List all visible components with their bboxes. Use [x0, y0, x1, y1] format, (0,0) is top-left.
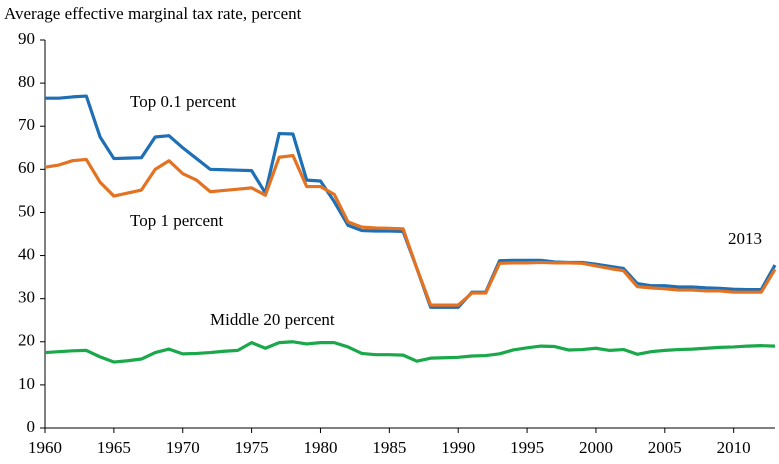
series-line — [44, 153, 777, 307]
x-tick-label: 1965 — [97, 438, 131, 457]
series-label: Middle 20 percent — [210, 310, 335, 329]
y-tick-label: 90 — [18, 29, 35, 48]
y-tick-label: 20 — [18, 331, 35, 350]
x-tick-label: 2010 — [717, 438, 751, 457]
series-label: Top 1 percent — [130, 211, 223, 230]
y-tick-label: 70 — [18, 115, 35, 134]
x-tick-label: 1970 — [166, 438, 200, 457]
x-tick-label: 1985 — [372, 438, 406, 457]
series-line — [44, 340, 776, 364]
y-tick-label: 40 — [18, 244, 35, 263]
y-tick-label: 80 — [18, 72, 35, 91]
x-tick-label: 1980 — [303, 438, 337, 457]
x-tick-label: 1975 — [235, 438, 269, 457]
y-tick-label: 0 — [27, 417, 36, 436]
y-tick-label: 10 — [18, 374, 35, 393]
x-tick-label: 1995 — [510, 438, 544, 457]
y-tick-label: 60 — [18, 158, 35, 177]
annotation: 2013 — [728, 229, 762, 248]
x-tick-label: 1990 — [441, 438, 475, 457]
y-tick-label: 30 — [18, 288, 35, 307]
x-tick-label: 2000 — [579, 438, 613, 457]
y-tick-label: 50 — [18, 201, 35, 220]
x-tick-label: 2005 — [648, 438, 682, 457]
chart-title: Average effective marginal tax rate, per… — [4, 4, 302, 23]
x-tick-label: 1960 — [28, 438, 62, 457]
series-label: Top 0.1 percent — [130, 92, 236, 111]
series-line — [45, 94, 777, 309]
